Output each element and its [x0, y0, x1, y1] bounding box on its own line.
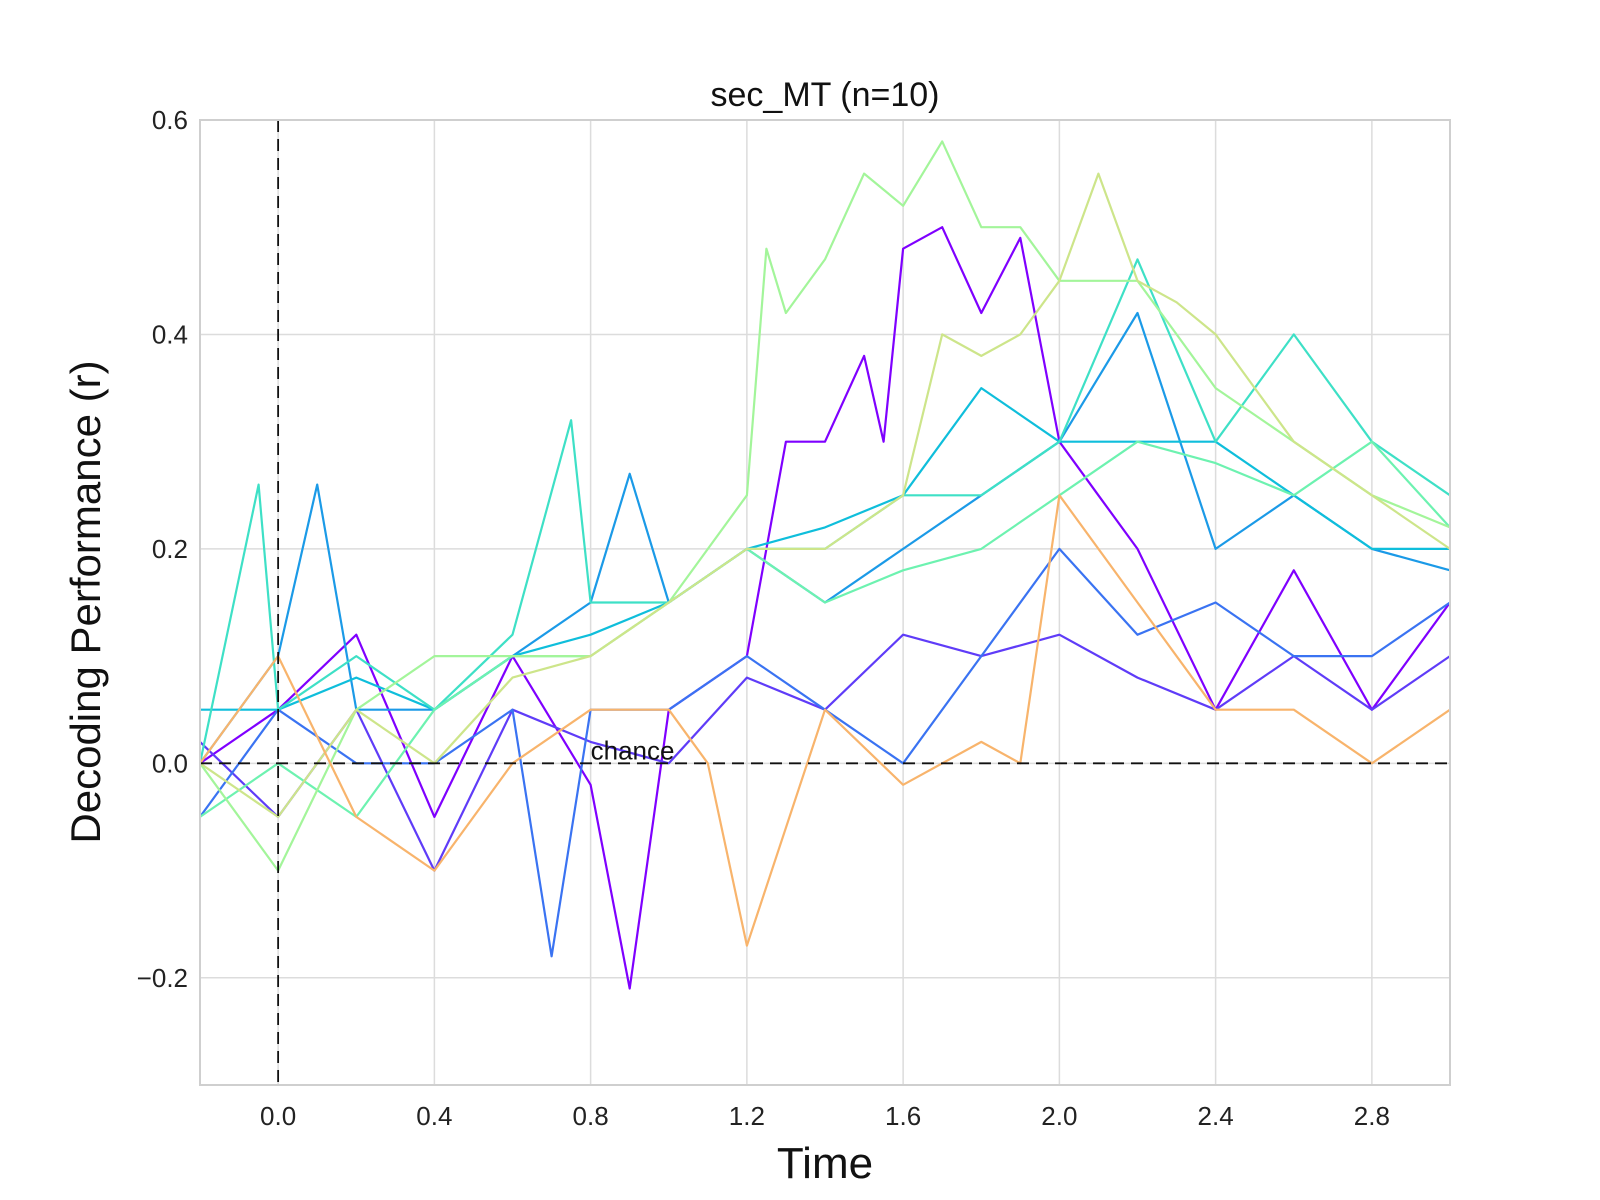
x-tick-label: 2.8 [1354, 1101, 1390, 1131]
tick-labels: 0.0 0.4 0.8 1.2 1.6 2.0 2.4 2.8 −0.2 0.0 0.2 0.4 0.6 [137, 105, 1390, 1131]
reference-lines [200, 120, 1450, 1085]
series-line-9 [199, 172, 1451, 819]
y-tick-label: 0.2 [152, 534, 188, 564]
series-line-10 [199, 494, 1451, 947]
series-line-5 [200, 387, 1450, 711]
x-tick-label: 0.8 [573, 1101, 609, 1131]
x-tick-label: 0.0 [260, 1101, 296, 1131]
x-tick-label: 0.4 [416, 1101, 452, 1131]
y-tick-label: 0.0 [152, 748, 188, 778]
y-tick-label: 0.4 [152, 319, 188, 349]
y-tick-label: 0.6 [152, 105, 188, 135]
x-tick-label: 1.2 [729, 1101, 765, 1131]
series-line-8 [199, 140, 1451, 872]
y-tick-label: −0.2 [137, 963, 188, 993]
y-axis-label: Decoding Performance (r) [62, 360, 109, 843]
chance-annotation: chance [591, 735, 675, 765]
x-tick-label: 2.4 [1198, 1101, 1234, 1131]
series-line-1 [199, 226, 1451, 990]
series-line-3 [199, 547, 1451, 958]
x-axis-label: Time [777, 1139, 873, 1188]
x-tick-label: 1.6 [885, 1101, 921, 1131]
x-tick-label: 2.0 [1041, 1101, 1077, 1131]
data-series [198, 140, 1451, 990]
chart-title: sec_MT (n=10) [711, 76, 940, 114]
plot-frame [199, 119, 1451, 1086]
